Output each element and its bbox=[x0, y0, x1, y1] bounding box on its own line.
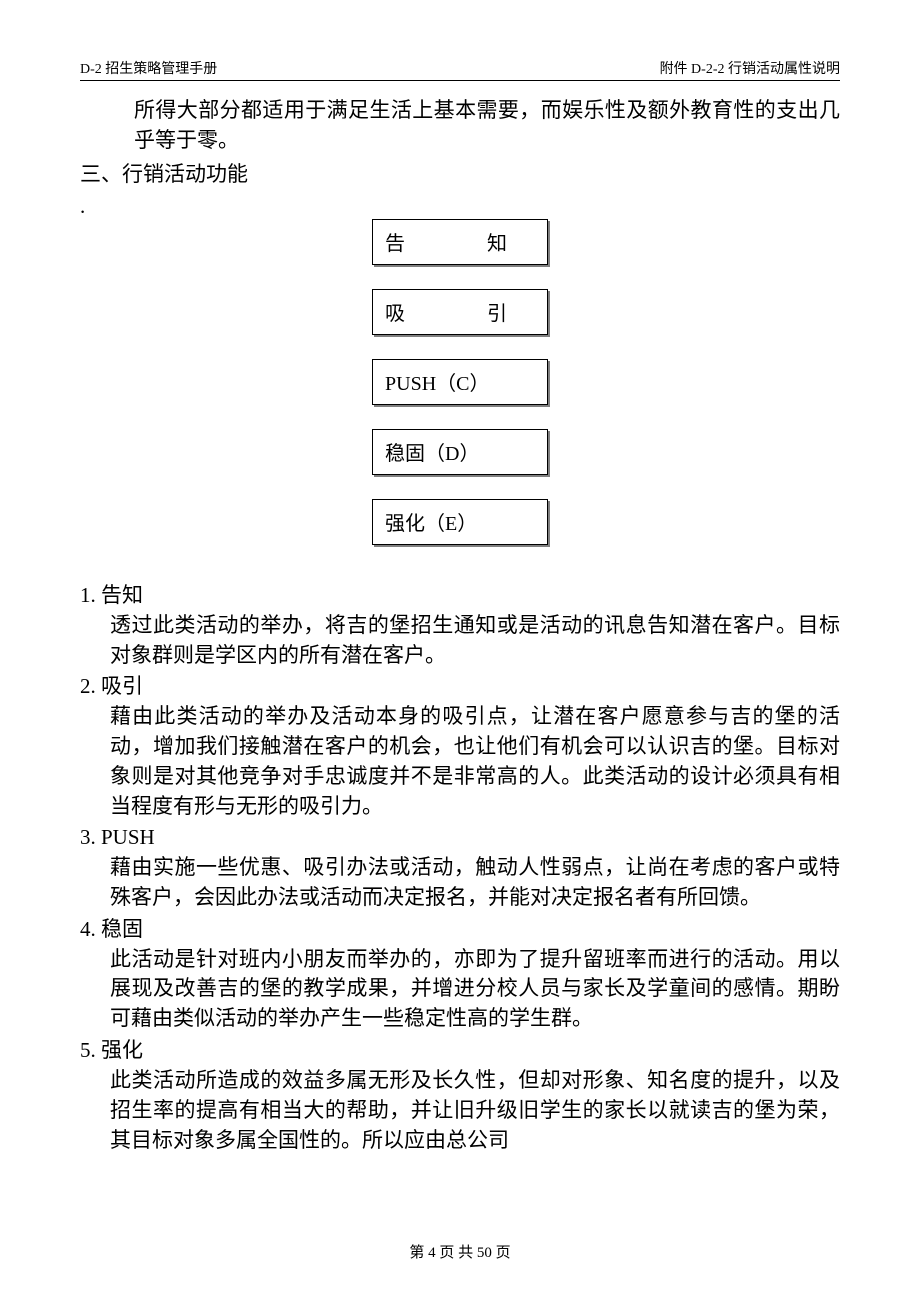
list-item: 5. 强化 此类活动所造成的效益多属无形及长久性，但却对形象、知名度的提升，以及… bbox=[80, 1036, 840, 1155]
bullet-dot: . bbox=[80, 196, 840, 217]
function-box-diagram: 告 知 吸 引 PUSH（C） 稳固（D） 强化（E） bbox=[80, 219, 840, 545]
page-footer: 第 4 页 共 50 页 bbox=[0, 1241, 920, 1262]
list-number: 4. bbox=[80, 917, 96, 941]
box2-char-b: 引 bbox=[487, 297, 507, 326]
function-box-2: 吸 引 bbox=[372, 289, 548, 335]
list-number: 3. bbox=[80, 825, 96, 849]
section-heading: 三、行销活动功能 bbox=[80, 158, 840, 188]
box3-label: PUSH（C） bbox=[385, 367, 489, 396]
box5-label: 强化（E） bbox=[385, 507, 477, 536]
list-title: 吸引 bbox=[101, 674, 143, 698]
function-box-4: 稳固（D） bbox=[372, 429, 548, 475]
list-item: 3. PUSH 藉由实施一些优惠、吸引办法或活动，触动人性弱点，让尚在考虑的客户… bbox=[80, 823, 840, 912]
list-body: 此活动是针对班内小朋友而举办的，亦即为了提升留班率而进行的活动。用以展现及改善吉… bbox=[110, 945, 840, 1034]
box1-char-b: 知 bbox=[487, 227, 507, 256]
header-right: 附件 D-2-2 行销活动属性说明 bbox=[660, 58, 840, 78]
list-body: 此类活动所造成的效益多属无形及长久性，但却对形象、知名度的提升，以及招生率的提高… bbox=[110, 1066, 840, 1155]
list-body: 透过此类活动的举办，将吉的堡招生通知或是活动的讯息告知潜在客户。目标对象群则是学… bbox=[110, 611, 840, 671]
list-number: 1. bbox=[80, 583, 96, 607]
function-box-5: 强化（E） bbox=[372, 499, 548, 545]
intro-paragraph: 所得大部分都适用于满足生活上基本需要，而娱乐性及额外教育性的支出几乎等于零。 bbox=[134, 95, 840, 156]
list-item: 4. 稳固 此活动是针对班内小朋友而举办的，亦即为了提升留班率而进行的活动。用以… bbox=[80, 915, 840, 1034]
list-title: PUSH bbox=[101, 825, 155, 849]
list-title: 稳固 bbox=[101, 917, 143, 941]
list-number: 2. bbox=[80, 674, 96, 698]
numbered-list: 1. 告知 透过此类活动的举办，将吉的堡招生通知或是活动的讯息告知潜在客户。目标… bbox=[80, 581, 840, 1155]
header-left: D-2 招生策略管理手册 bbox=[80, 58, 217, 78]
list-body: 藉由实施一些优惠、吸引办法或活动，触动人性弱点，让尚在考虑的客户或特殊客户，会因… bbox=[110, 853, 840, 913]
list-item: 1. 告知 透过此类活动的举办，将吉的堡招生通知或是活动的讯息告知潜在客户。目标… bbox=[80, 581, 840, 670]
box1-char-a: 告 bbox=[385, 227, 405, 256]
page-header: D-2 招生策略管理手册 附件 D-2-2 行销活动属性说明 bbox=[80, 58, 840, 81]
list-item: 2. 吸引 藉由此类活动的举办及活动本身的吸引点，让潜在客户愿意参与吉的堡的活动… bbox=[80, 672, 840, 821]
function-box-3: PUSH（C） bbox=[372, 359, 548, 405]
list-number: 5. bbox=[80, 1038, 96, 1062]
function-box-1: 告 知 bbox=[372, 219, 548, 265]
box2-char-a: 吸 bbox=[385, 297, 405, 326]
box4-label: 稳固（D） bbox=[385, 437, 479, 466]
list-body: 藉由此类活动的举办及活动本身的吸引点，让潜在客户愿意参与吉的堡的活动，增加我们接… bbox=[110, 702, 840, 821]
list-title: 告知 bbox=[101, 583, 143, 607]
list-title: 强化 bbox=[101, 1038, 143, 1062]
